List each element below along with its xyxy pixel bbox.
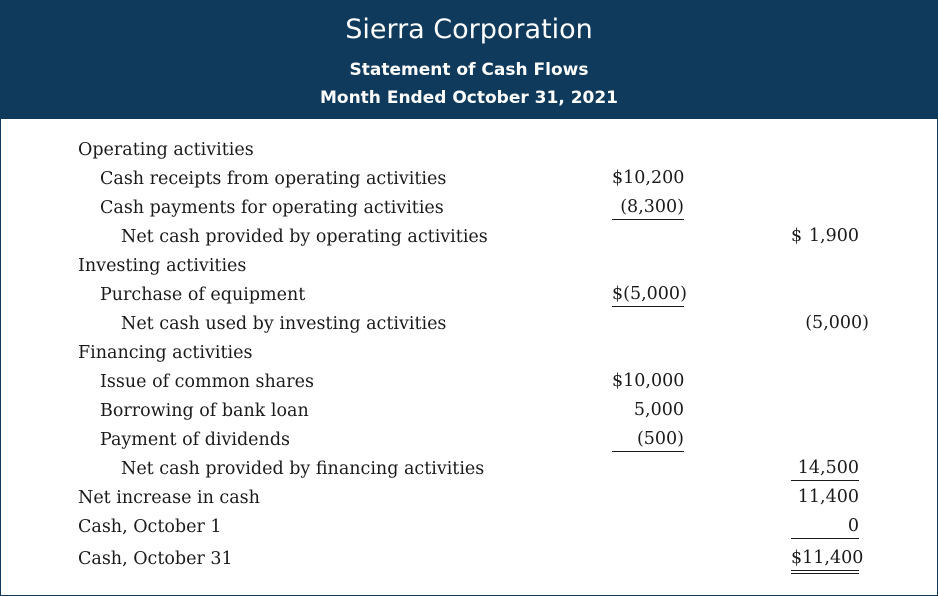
amount-closing-cash: $11,400: [791, 546, 863, 574]
amount-value: 1,900: [808, 226, 859, 246]
amount-value: (5,000): [623, 284, 687, 304]
row-label: Investing activities: [78, 256, 247, 276]
amount-purchase-equipment: $ (5,000): [612, 282, 687, 307]
row-label: Net cash provided by financing activitie…: [121, 459, 485, 479]
line-item-cash-receipts: Cash receipts from operating activities …: [1, 166, 937, 192]
closing-cash-row: Cash, October 31 $11,400: [1, 546, 937, 574]
line-item-cash-payments: Cash payments for operating activities (…: [1, 195, 937, 221]
row-label: Cash payments for operating activities: [100, 198, 444, 218]
row-label: Cash, October 31: [78, 549, 233, 569]
line-item-bank-loan: Borrowing of bank loan 5,000: [1, 398, 937, 424]
subtotal-financing: Net cash provided by financing activitie…: [1, 456, 937, 482]
subtotal-investing: Net cash used by investing activities (5…: [1, 311, 937, 337]
statement-title: Statement of Cash Flows: [349, 60, 589, 80]
row-label: Operating activities: [78, 140, 254, 160]
amount-bank-loan: 5,000: [633, 400, 684, 420]
row-label: Cash, October 1: [78, 517, 222, 537]
statement-header: Sierra Corporation Statement of Cash Flo…: [1, 1, 937, 119]
section-heading-operating: Operating activities: [1, 137, 937, 163]
row-label: Net cash provided by operating activitie…: [121, 227, 488, 247]
amount-cash-receipts: $10,200: [612, 168, 685, 188]
opening-cash-row: Cash, October 1 0: [1, 514, 937, 540]
row-label: Cash receipts from operating activities: [100, 169, 447, 189]
section-heading-investing: Investing activities: [1, 253, 937, 279]
currency-symbol: $: [612, 284, 624, 304]
amount-dividends: (500): [612, 427, 684, 452]
row-label: Net cash used by investing activities: [121, 314, 447, 334]
line-item-purchase-equipment: Purchase of equipment $ (5,000): [1, 282, 937, 308]
statement-period: Month Ended October 31, 2021: [319, 88, 619, 108]
row-label: Financing activities: [78, 343, 253, 363]
row-label: Purchase of equipment: [100, 285, 306, 305]
section-heading-financing: Financing activities: [1, 340, 937, 366]
currency-symbol: $: [791, 226, 803, 246]
amount-net-increase: 11,400: [797, 487, 859, 507]
amount-net-investing: (5,000): [805, 313, 869, 333]
line-item-dividends: Payment of dividends (500): [1, 427, 937, 453]
company-name: Sierra Corporation: [345, 14, 593, 45]
amount-opening-cash: 0: [791, 514, 859, 539]
amount-net-operating: $ 1,900: [791, 224, 859, 248]
row-label: Net increase in cash: [78, 488, 260, 508]
line-item-issue-shares: Issue of common shares $10,000: [1, 369, 937, 395]
amount-net-financing: 14,500: [791, 456, 859, 481]
amount-issue-shares: $10,000: [612, 371, 685, 391]
amount-cash-payments: (8,300): [612, 195, 684, 220]
row-label: Payment of dividends: [100, 430, 290, 450]
net-increase-row: Net increase in cash 11,400: [1, 485, 937, 511]
row-label: Borrowing of bank loan: [100, 401, 309, 421]
subtotal-operating: Net cash provided by operating activitie…: [1, 224, 937, 250]
row-label: Issue of common shares: [100, 372, 314, 392]
